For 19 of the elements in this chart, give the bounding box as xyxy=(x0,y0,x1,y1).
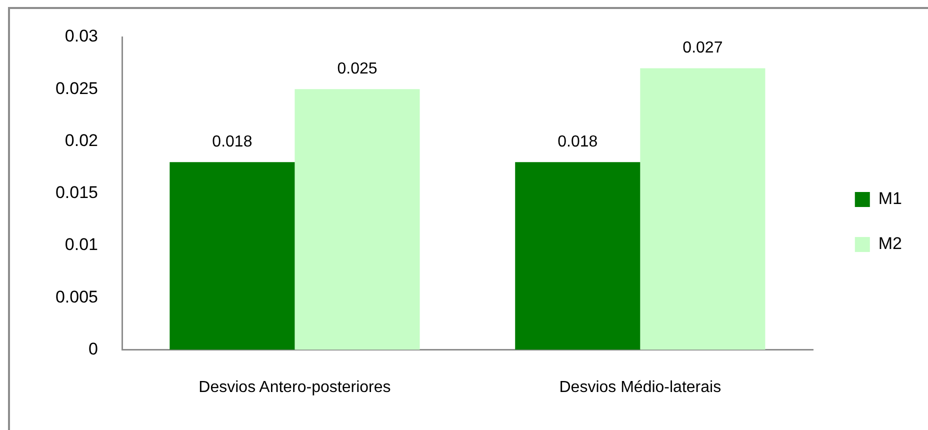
bar xyxy=(294,89,420,350)
y-tick-label: 0.025 xyxy=(55,78,98,98)
bar xyxy=(515,162,640,350)
bar xyxy=(640,68,766,350)
y-tick-label: 0.015 xyxy=(55,183,98,202)
y-tick-label: 0.01 xyxy=(64,235,98,254)
x-tick-label: Desvios Médio-laterais xyxy=(559,378,722,396)
data-label: 0.018 xyxy=(558,134,598,151)
data-label: 0.025 xyxy=(337,60,378,78)
x-tick-label: Desvios Antero-posteriores xyxy=(198,378,391,396)
y-tick-label: 0.02 xyxy=(64,130,98,150)
bar xyxy=(170,162,295,350)
y-tick-label: 0.03 xyxy=(64,26,98,46)
y-tick-label: 0.005 xyxy=(55,287,98,306)
data-label: 0.018 xyxy=(212,134,252,151)
legend-label: M1 xyxy=(878,189,902,208)
legend-label: M2 xyxy=(878,234,902,254)
y-tick-label: 0 xyxy=(88,339,98,358)
data-label: 0.027 xyxy=(682,40,723,57)
